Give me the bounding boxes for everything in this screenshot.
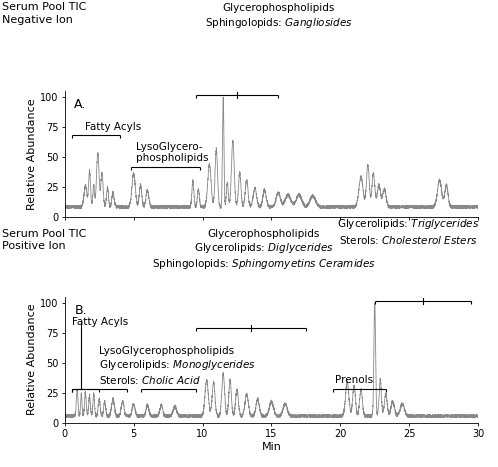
Text: Prenols: Prenols <box>335 375 373 385</box>
Text: LysoGlycerophospholipids
Glycerolipids: $\it{Monoglycerides}$
Sterols: $\it{Chol: LysoGlycerophospholipids Glycerolipids: … <box>99 346 256 386</box>
Text: A.: A. <box>74 98 87 111</box>
X-axis label: Min: Min <box>261 442 281 452</box>
Text: Fatty Acyls: Fatty Acyls <box>86 122 141 132</box>
Text: LysoGlycero-
phospholipids: LysoGlycero- phospholipids <box>136 142 209 163</box>
Text: Glycerophospholipids
Glycerolipids: $\it{Diglycerides}$
Sphingolopids: $\it{Sphi: Glycerophospholipids Glycerolipids: $\it… <box>152 229 376 271</box>
Y-axis label: Relative Abundance: Relative Abundance <box>27 304 37 416</box>
Text: Glycerolipids: $\it{Triglycerides}$
Sterols: $\it{Cholesterol\ Esters}$: Glycerolipids: $\it{Triglycerides}$ Ster… <box>337 217 480 246</box>
Text: B.: B. <box>74 304 87 317</box>
Text: Serum Pool TIC
Negative Ion: Serum Pool TIC Negative Ion <box>2 2 87 25</box>
Text: Fatty Acyls: Fatty Acyls <box>72 317 128 327</box>
Text: Glycerophospholipids
Sphingolopids: $\it{Gangliosides}$: Glycerophospholipids Sphingolopids: $\it… <box>205 3 353 30</box>
Text: Serum Pool TIC
Positive Ion: Serum Pool TIC Positive Ion <box>2 229 87 251</box>
Y-axis label: Relative Abundance: Relative Abundance <box>27 98 37 210</box>
